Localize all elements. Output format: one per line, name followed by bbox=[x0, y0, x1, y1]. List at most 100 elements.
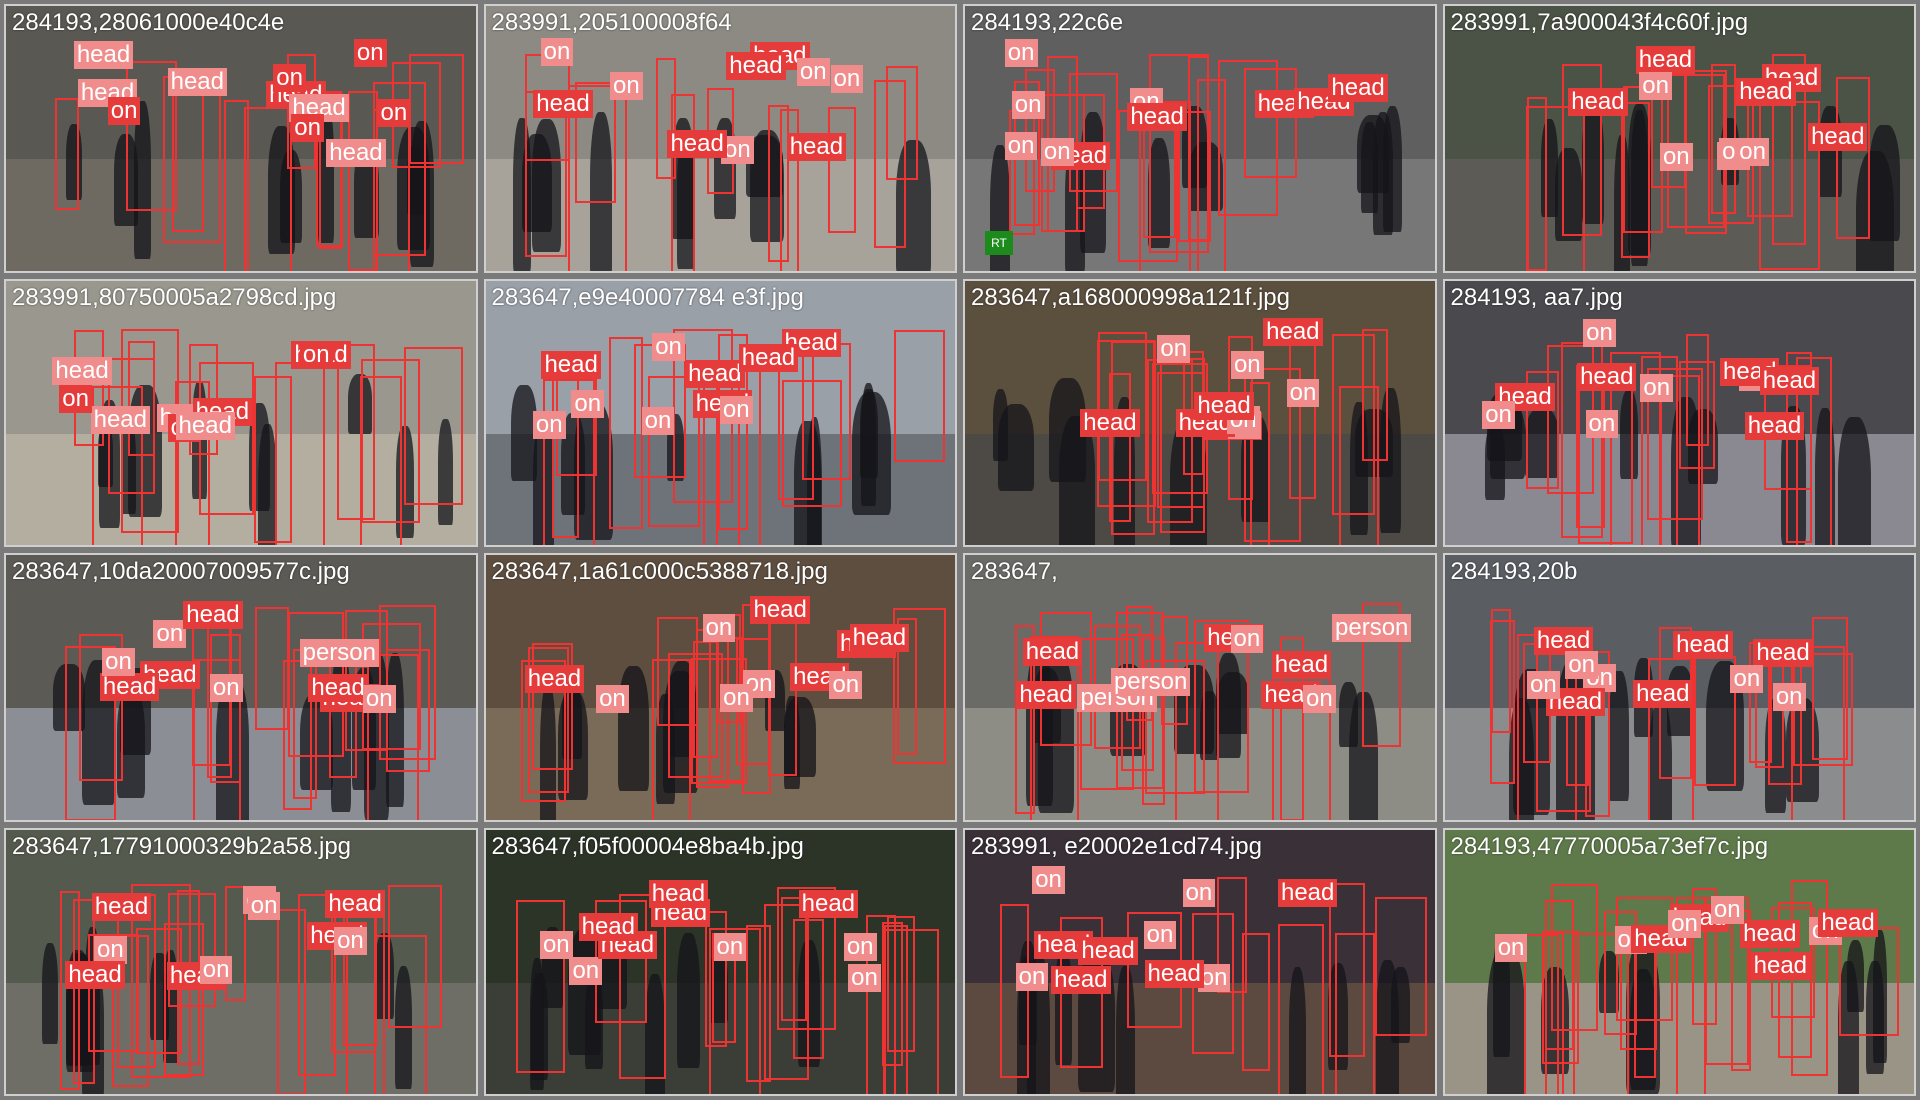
detection-label: head bbox=[541, 351, 601, 380]
pedestrian-silhouette bbox=[1380, 387, 1401, 533]
image-tile: headonheadonheadonheadonheadon283991,205… bbox=[483, 4, 957, 273]
person-bounding-box bbox=[705, 910, 728, 1048]
pedestrian-silhouette bbox=[1339, 682, 1359, 748]
person-bounding-box bbox=[1280, 637, 1304, 820]
detection-label: head bbox=[524, 665, 585, 694]
detection-label: on bbox=[1730, 664, 1764, 693]
detection-label: on bbox=[209, 674, 243, 703]
detection-label: head bbox=[1673, 631, 1733, 660]
pedestrian-silhouette bbox=[677, 933, 701, 1068]
person-bounding-box bbox=[1609, 351, 1661, 546]
detection-label: head bbox=[167, 68, 227, 97]
detection-label: head bbox=[308, 674, 368, 703]
person-bounding-box bbox=[781, 897, 808, 1022]
person-bounding-box bbox=[373, 108, 411, 271]
detection-label: on bbox=[1011, 91, 1045, 120]
detection-label: on bbox=[1286, 378, 1320, 407]
detection-label: on bbox=[539, 931, 573, 960]
person-bounding-box bbox=[1332, 333, 1376, 515]
pedestrian-silhouette bbox=[1115, 966, 1136, 1095]
person-bounding-box bbox=[1491, 608, 1511, 734]
person-bounding-box bbox=[92, 386, 143, 546]
person-bounding-box bbox=[282, 659, 312, 811]
detection-label: head bbox=[667, 130, 727, 159]
person-bounding-box bbox=[315, 92, 343, 247]
detection-label: on bbox=[843, 932, 877, 961]
person-bounding-box bbox=[403, 346, 463, 505]
person-bounding-box bbox=[532, 642, 574, 771]
image-tile: headonheadonheadonheadonheadon283991,7a9… bbox=[1442, 4, 1916, 273]
detection-label: on bbox=[291, 113, 324, 142]
pedestrian-silhouette bbox=[677, 133, 695, 270]
person-bounding-box bbox=[175, 381, 210, 546]
detection-label: head bbox=[798, 890, 859, 919]
person-bounding-box bbox=[336, 343, 375, 520]
pedestrian-silhouette bbox=[1582, 105, 1604, 225]
scene-photo bbox=[1444, 829, 1914, 1095]
pedestrian-silhouette bbox=[1630, 110, 1649, 267]
image-tile: head on head on head on head on head on RT 284193,2… bbox=[963, 4, 1437, 273]
detection-label: head bbox=[1633, 679, 1693, 708]
person-bounding-box bbox=[125, 60, 178, 211]
detection-label: head bbox=[183, 600, 243, 629]
image-tile: headonheadonheadonheadonheadon283647,a16… bbox=[963, 278, 1437, 547]
person-bounding-box bbox=[1361, 328, 1388, 462]
detection-label: on bbox=[102, 647, 135, 676]
detection-label: on bbox=[540, 38, 574, 67]
person-bounding-box bbox=[777, 354, 815, 500]
pedestrian-silhouette bbox=[896, 139, 932, 271]
detection-label: head bbox=[1271, 650, 1332, 679]
person-bounding-box bbox=[1679, 360, 1715, 470]
detection-label: head bbox=[90, 406, 150, 435]
detection-label: on bbox=[652, 332, 685, 361]
person-bounding-box bbox=[1025, 69, 1056, 192]
image-tile: headonheadonheadonheadonheadon283647,e9e… bbox=[483, 278, 957, 547]
pedestrian-silhouette bbox=[644, 974, 665, 1095]
person-bounding-box bbox=[656, 617, 698, 727]
person-bounding-box bbox=[1616, 896, 1674, 1022]
detection-label: head bbox=[849, 624, 910, 653]
detection-label: head bbox=[1277, 878, 1338, 907]
pedestrian-silhouette bbox=[1837, 960, 1859, 1095]
person-bounding-box bbox=[574, 81, 616, 203]
image-filename-caption: 284193,28061000e40c4e bbox=[12, 9, 285, 36]
image-tile: headheadheadheadonheadonheadon283991,807… bbox=[4, 278, 478, 547]
detection-label: head bbox=[750, 596, 810, 625]
detection-label: on bbox=[1710, 895, 1744, 924]
detection-label: head bbox=[1750, 951, 1811, 980]
person-bounding-box bbox=[1068, 73, 1118, 192]
person-bounding-box bbox=[1039, 611, 1093, 747]
person-bounding-box bbox=[1647, 657, 1695, 820]
person-bounding-box bbox=[567, 85, 628, 271]
pedestrian-silhouette bbox=[1598, 950, 1619, 1014]
detection-label: on bbox=[1157, 335, 1191, 364]
person-bounding-box bbox=[708, 928, 762, 1095]
pedestrian-silhouette bbox=[438, 418, 453, 526]
detection-label: head bbox=[1127, 102, 1187, 131]
detection-label: head bbox=[1568, 88, 1628, 116]
image-filename-caption: 283647,10da20007009577c.jpg bbox=[12, 558, 350, 585]
person-bounding-box bbox=[72, 899, 95, 1085]
pedestrian-silhouette bbox=[1289, 966, 1307, 1095]
person-bounding-box bbox=[1838, 926, 1900, 1037]
person-bounding-box bbox=[1790, 646, 1845, 820]
person-bounding-box bbox=[254, 375, 292, 544]
person-bounding-box bbox=[388, 884, 443, 1028]
detection-label: on bbox=[1040, 137, 1074, 166]
detection-label: head bbox=[685, 360, 745, 389]
pedestrian-silhouette bbox=[41, 943, 58, 1045]
pedestrian-silhouette bbox=[859, 388, 878, 479]
person-bounding-box bbox=[78, 633, 123, 781]
person-bounding-box bbox=[543, 378, 596, 546]
detection-label: head bbox=[1736, 78, 1796, 107]
person-bounding-box bbox=[254, 606, 290, 731]
image-tile: head on head on head on head on head on 284193,20b bbox=[1442, 553, 1916, 822]
person-bounding-box bbox=[515, 900, 565, 1074]
person-bounding-box bbox=[668, 653, 724, 778]
detection-label: on bbox=[1182, 879, 1216, 908]
person-bounding-box bbox=[768, 104, 789, 262]
detection-label: person bbox=[299, 639, 379, 668]
detection-label: head bbox=[1577, 363, 1637, 392]
detection-label: head bbox=[1016, 681, 1076, 710]
